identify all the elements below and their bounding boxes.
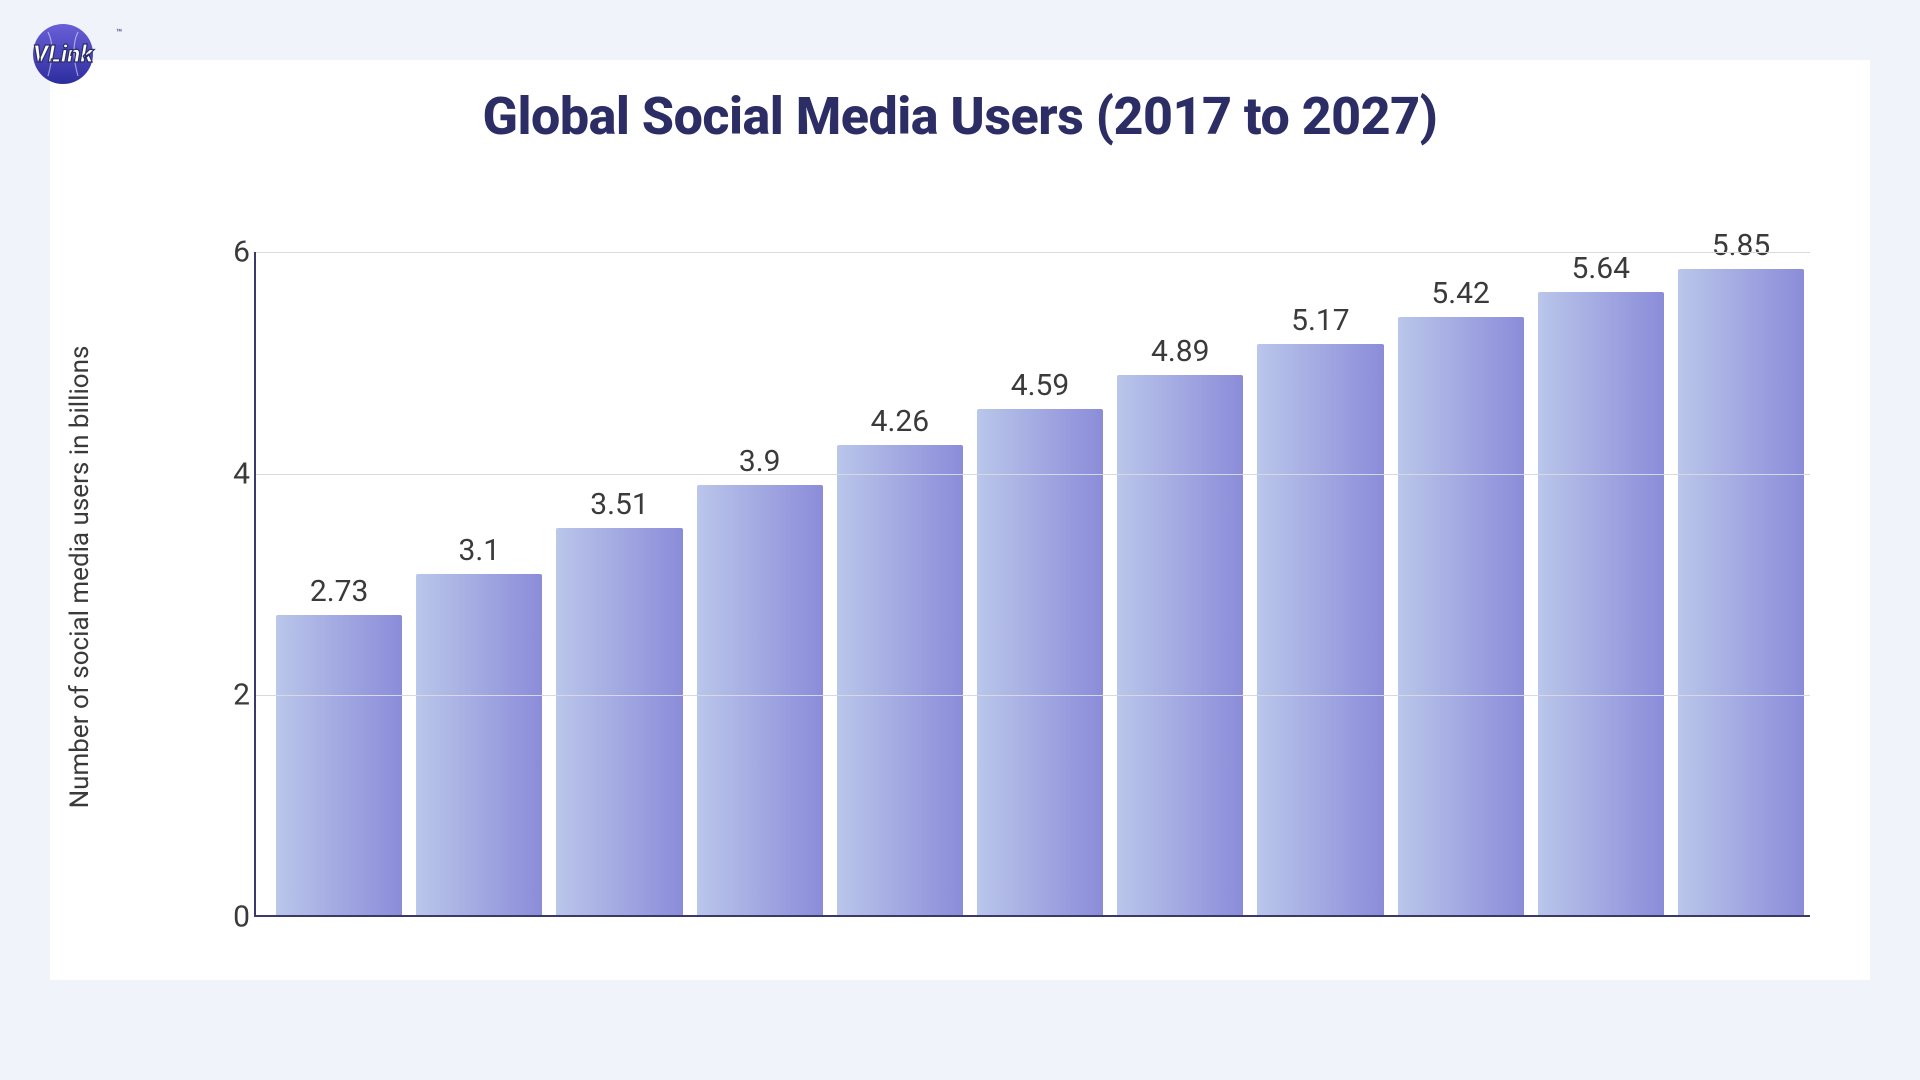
bar-value-label: 4.26 xyxy=(871,404,930,439)
chart-area: Number of social media users in billions… xyxy=(90,197,1830,957)
bar-column: 3.1 xyxy=(416,197,542,917)
bar-column: 4.26 xyxy=(837,197,963,917)
bar xyxy=(1538,292,1664,917)
plot-area: 2.73 3.1 3.51 3.9 4.26 4.59 4.89 5.17 5.42 5.64 5.… xyxy=(210,197,1810,917)
logo-tm: ™ xyxy=(116,28,122,39)
bar-column: 5.64 xyxy=(1538,197,1664,917)
bar-column: 4.59 xyxy=(977,197,1103,917)
vlink-logo: VLink ™ xyxy=(18,18,128,94)
bar xyxy=(276,615,402,917)
x-axis xyxy=(254,915,1810,917)
bar-column: 5.17 xyxy=(1257,197,1383,917)
logo-text: VLink xyxy=(33,40,95,68)
bar-value-label: 3.1 xyxy=(458,533,500,568)
bar-column: 4.89 xyxy=(1117,197,1243,917)
bar xyxy=(556,528,682,917)
bar xyxy=(837,445,963,917)
bar xyxy=(416,574,542,917)
bar-column: 5.42 xyxy=(1398,197,1524,917)
bar-value-label: 5.85 xyxy=(1712,228,1771,263)
grid-line xyxy=(254,695,1810,696)
y-tick-label: 2 xyxy=(210,678,250,713)
y-axis xyxy=(254,252,256,917)
bar xyxy=(1398,317,1524,917)
grid-line xyxy=(254,252,1810,253)
y-axis-label: Number of social media users in billions xyxy=(65,346,95,809)
bar-value-label: 5.64 xyxy=(1572,251,1631,286)
y-tick-label: 6 xyxy=(210,235,250,270)
grid-line xyxy=(254,474,1810,475)
globe-icon: VLink ™ xyxy=(18,18,128,90)
bar-value-label: 2.73 xyxy=(310,574,369,609)
bar xyxy=(697,485,823,917)
bar-value-label: 3.51 xyxy=(590,487,649,522)
bar-column: 2.73 xyxy=(276,197,402,917)
bar-value-label: 5.42 xyxy=(1431,276,1490,311)
bar-column: 3.9 xyxy=(697,197,823,917)
chart-title: Global Social Media Users (2017 to 2027) xyxy=(90,86,1830,147)
bar-column: 3.51 xyxy=(556,197,682,917)
bar xyxy=(1117,375,1243,917)
bar-value-label: 4.89 xyxy=(1151,334,1210,369)
bar-value-label: 4.59 xyxy=(1011,368,1070,403)
bar xyxy=(1257,344,1383,917)
bar xyxy=(1678,269,1804,917)
bar-value-label: 5.17 xyxy=(1291,303,1350,338)
y-tick-label: 0 xyxy=(210,900,250,935)
bar-column: 5.85 xyxy=(1678,197,1804,917)
y-tick-label: 4 xyxy=(210,456,250,491)
bars-container: 2.73 3.1 3.51 3.9 4.26 4.59 4.89 5.17 5.42 5.64 5.… xyxy=(270,197,1810,917)
chart-card: Global Social Media Users (2017 to 2027)… xyxy=(50,60,1870,980)
bar xyxy=(977,409,1103,917)
